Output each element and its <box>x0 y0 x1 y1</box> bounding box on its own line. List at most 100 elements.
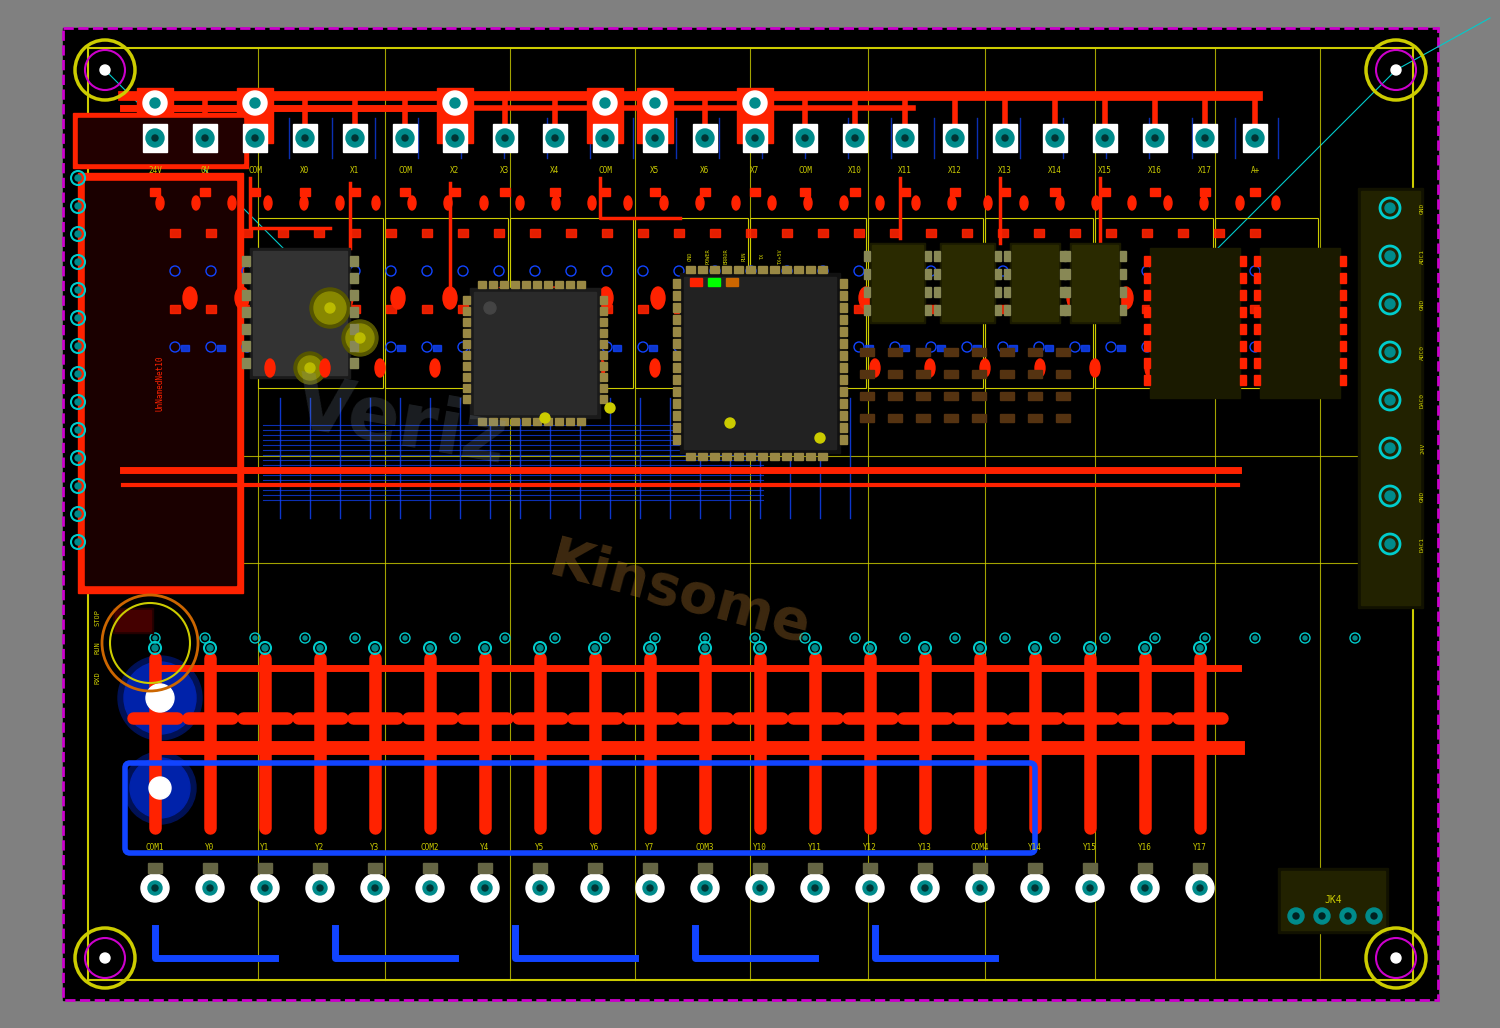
Ellipse shape <box>228 196 236 210</box>
Bar <box>746 453 754 460</box>
Circle shape <box>372 645 378 651</box>
Circle shape <box>75 315 81 321</box>
Circle shape <box>946 128 964 147</box>
Bar <box>1340 256 1346 266</box>
Text: POWER: POWER <box>705 248 711 264</box>
Bar <box>150 188 160 196</box>
Ellipse shape <box>552 196 560 210</box>
Ellipse shape <box>926 359 934 377</box>
Bar <box>1226 345 1233 351</box>
Bar <box>750 188 760 196</box>
Circle shape <box>1076 874 1104 902</box>
Bar <box>1250 305 1260 313</box>
Bar <box>644 124 668 152</box>
Bar <box>758 345 765 351</box>
Circle shape <box>1152 135 1158 141</box>
Bar <box>818 229 828 237</box>
Circle shape <box>150 98 160 108</box>
Bar <box>1070 243 1120 323</box>
Bar <box>864 305 870 315</box>
Circle shape <box>402 135 408 141</box>
Circle shape <box>802 135 808 141</box>
Bar <box>464 307 470 315</box>
Bar <box>182 345 189 351</box>
Circle shape <box>952 636 957 640</box>
Circle shape <box>532 881 548 895</box>
Circle shape <box>976 645 982 651</box>
Bar <box>700 188 709 196</box>
Ellipse shape <box>815 359 825 377</box>
Bar <box>859 414 874 423</box>
Bar <box>600 318 608 326</box>
Bar <box>934 305 940 315</box>
Text: X0: X0 <box>300 166 309 175</box>
Circle shape <box>1196 128 1214 147</box>
Text: Y6: Y6 <box>591 843 600 852</box>
Bar <box>934 251 940 261</box>
Text: X3: X3 <box>501 166 510 175</box>
Circle shape <box>922 645 928 651</box>
Text: Y2: Y2 <box>315 843 324 852</box>
Circle shape <box>644 91 668 115</box>
Circle shape <box>846 128 864 147</box>
Ellipse shape <box>768 196 776 210</box>
Bar <box>674 375 680 384</box>
Circle shape <box>646 645 652 651</box>
Bar <box>746 305 756 313</box>
Bar <box>258 218 382 388</box>
Text: X5: X5 <box>651 166 660 175</box>
Text: A+: A+ <box>1251 166 1260 175</box>
Bar <box>916 392 930 400</box>
Text: Y1: Y1 <box>261 843 270 852</box>
Bar <box>944 124 968 152</box>
Ellipse shape <box>1090 359 1100 377</box>
Circle shape <box>1102 636 1107 640</box>
Circle shape <box>1083 881 1096 895</box>
Bar <box>1004 251 1010 261</box>
Bar <box>1192 124 1216 152</box>
Ellipse shape <box>1056 196 1064 210</box>
Bar <box>962 305 972 313</box>
Bar <box>116 610 152 631</box>
Ellipse shape <box>1272 196 1280 210</box>
Bar <box>1340 273 1346 283</box>
Bar <box>1240 290 1246 300</box>
Text: GND: GND <box>1420 490 1425 502</box>
Bar <box>1094 124 1118 152</box>
Circle shape <box>450 98 460 108</box>
Circle shape <box>124 662 196 734</box>
Bar <box>206 229 216 237</box>
Bar <box>1050 188 1060 196</box>
Bar <box>290 345 297 351</box>
Text: COM1: COM1 <box>146 843 165 852</box>
Bar <box>1060 287 1066 297</box>
Circle shape <box>1346 913 1352 919</box>
Bar <box>758 453 766 460</box>
Ellipse shape <box>651 287 664 309</box>
Bar <box>1106 305 1116 313</box>
Bar <box>806 266 814 273</box>
Circle shape <box>1384 299 1395 309</box>
Bar <box>674 351 680 360</box>
Circle shape <box>588 881 602 895</box>
Circle shape <box>952 135 958 141</box>
Text: JK4: JK4 <box>1324 895 1342 905</box>
Bar <box>916 414 930 423</box>
Ellipse shape <box>375 359 386 377</box>
Text: Y17: Y17 <box>1192 843 1208 852</box>
Circle shape <box>1246 128 1264 147</box>
Bar <box>782 453 790 460</box>
Bar <box>674 411 680 420</box>
Circle shape <box>1052 135 1058 141</box>
Bar <box>350 229 360 237</box>
Circle shape <box>1197 885 1203 891</box>
Ellipse shape <box>495 287 508 309</box>
Bar <box>242 307 250 317</box>
Bar <box>242 341 250 351</box>
Bar <box>1000 348 1014 356</box>
Bar <box>1028 414 1042 423</box>
Ellipse shape <box>1016 287 1029 309</box>
Circle shape <box>644 881 657 895</box>
Text: Y14: Y14 <box>1028 843 1042 852</box>
Text: COM: COM <box>398 166 412 175</box>
